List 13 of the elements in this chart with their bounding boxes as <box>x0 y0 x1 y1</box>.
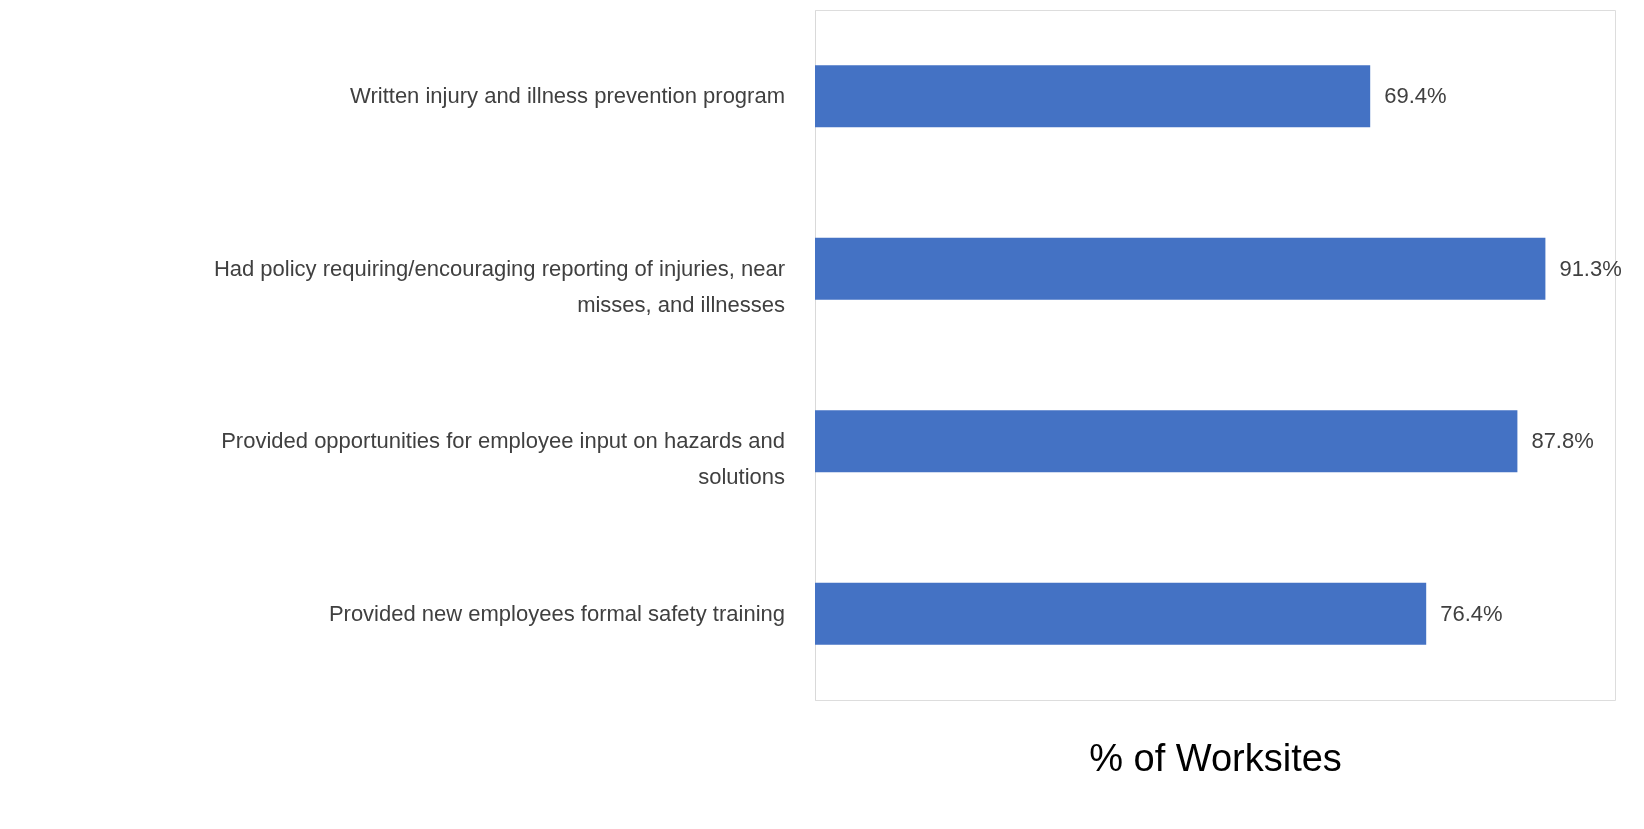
data-label: 76.4% <box>1440 600 1503 626</box>
bar <box>815 237 1546 300</box>
data-label: 69.4% <box>1384 83 1447 109</box>
y-tick-label: Provided opportunities for employee input on hazards and solutions <box>221 428 785 490</box>
data-label: 87.8% <box>1531 428 1594 454</box>
bar <box>815 410 1518 473</box>
y-tick-label: Written injury and illness prevention program <box>350 83 785 109</box>
bar <box>815 65 1371 128</box>
y-tick-label: Provided new employees formal safety training <box>328 600 785 626</box>
bar <box>815 582 1427 645</box>
x-axis-title: % of Worksites <box>1089 736 1342 779</box>
data-label: 91.3% <box>1559 255 1622 281</box>
y-tick-label: Had policy requiring/encouraging reporting of injuries, near misses, and illnesses <box>213 255 785 317</box>
